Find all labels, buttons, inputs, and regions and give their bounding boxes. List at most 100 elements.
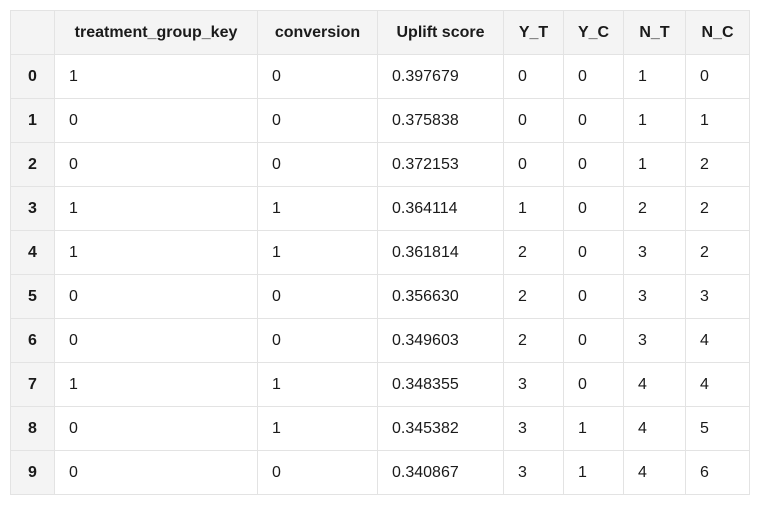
row-index: 8 bbox=[10, 406, 55, 451]
cell-y-t: 1 bbox=[503, 186, 564, 231]
cell-y-t: 3 bbox=[503, 362, 564, 407]
cell-treatment-group-key: 0 bbox=[54, 406, 258, 451]
table-row: 2 0 0 0.372153 0 0 1 2 bbox=[10, 142, 750, 187]
cell-n-t: 2 bbox=[623, 186, 686, 231]
table-row: 6 0 0 0.349603 2 0 3 4 bbox=[10, 318, 750, 363]
cell-y-c: 1 bbox=[563, 450, 624, 495]
cell-y-t: 2 bbox=[503, 318, 564, 363]
table-row: 9 0 0 0.340867 3 1 4 6 bbox=[10, 450, 750, 495]
cell-y-t: 3 bbox=[503, 406, 564, 451]
cell-n-c: 6 bbox=[685, 450, 750, 495]
cell-uplift-score: 0.397679 bbox=[377, 54, 504, 99]
cell-conversion: 0 bbox=[257, 450, 378, 495]
cell-conversion: 0 bbox=[257, 54, 378, 99]
cell-treatment-group-key: 0 bbox=[54, 318, 258, 363]
dataframe-table: treatment_group_key conversion Uplift sc… bbox=[10, 10, 750, 495]
cell-treatment-group-key: 1 bbox=[54, 362, 258, 407]
table-row: 8 0 1 0.345382 3 1 4 5 bbox=[10, 406, 750, 451]
cell-uplift-score: 0.340867 bbox=[377, 450, 504, 495]
row-index: 5 bbox=[10, 274, 55, 319]
table-row: 3 1 1 0.364114 1 0 2 2 bbox=[10, 186, 750, 231]
column-header-uplift-score: Uplift score bbox=[377, 10, 504, 55]
cell-uplift-score: 0.372153 bbox=[377, 142, 504, 187]
cell-y-t: 0 bbox=[503, 98, 564, 143]
column-header-index bbox=[10, 10, 55, 55]
cell-y-t: 0 bbox=[503, 54, 564, 99]
cell-conversion: 0 bbox=[257, 318, 378, 363]
cell-y-t: 0 bbox=[503, 142, 564, 187]
cell-y-c: 0 bbox=[563, 362, 624, 407]
cell-n-t: 4 bbox=[623, 450, 686, 495]
header-row: treatment_group_key conversion Uplift sc… bbox=[10, 10, 750, 55]
row-index: 6 bbox=[10, 318, 55, 363]
cell-n-t: 3 bbox=[623, 230, 686, 275]
column-header-n-c: N_C bbox=[685, 10, 750, 55]
cell-conversion: 1 bbox=[257, 406, 378, 451]
cell-n-c: 2 bbox=[685, 142, 750, 187]
cell-y-t: 2 bbox=[503, 274, 564, 319]
cell-n-c: 0 bbox=[685, 54, 750, 99]
row-index: 2 bbox=[10, 142, 55, 187]
cell-n-t: 3 bbox=[623, 318, 686, 363]
cell-n-c: 4 bbox=[685, 362, 750, 407]
cell-treatment-group-key: 1 bbox=[54, 230, 258, 275]
cell-y-c: 0 bbox=[563, 230, 624, 275]
cell-treatment-group-key: 0 bbox=[54, 274, 258, 319]
cell-uplift-score: 0.361814 bbox=[377, 230, 504, 275]
cell-conversion: 0 bbox=[257, 274, 378, 319]
cell-y-c: 0 bbox=[563, 274, 624, 319]
cell-y-t: 3 bbox=[503, 450, 564, 495]
row-index: 9 bbox=[10, 450, 55, 495]
cell-y-c: 0 bbox=[563, 54, 624, 99]
table-row: 7 1 1 0.348355 3 0 4 4 bbox=[10, 362, 750, 407]
cell-n-t: 4 bbox=[623, 362, 686, 407]
cell-uplift-score: 0.349603 bbox=[377, 318, 504, 363]
cell-y-c: 0 bbox=[563, 318, 624, 363]
cell-n-c: 2 bbox=[685, 230, 750, 275]
cell-y-t: 2 bbox=[503, 230, 564, 275]
table-body: 0 1 0 0.397679 0 0 1 0 1 0 0 0.375838 0 0 1 1 2 0 0 0.37215… bbox=[10, 54, 750, 495]
column-header-y-c: Y_C bbox=[563, 10, 624, 55]
row-index: 1 bbox=[10, 98, 55, 143]
row-index: 7 bbox=[10, 362, 55, 407]
cell-treatment-group-key: 0 bbox=[54, 98, 258, 143]
cell-treatment-group-key: 0 bbox=[54, 450, 258, 495]
cell-n-t: 4 bbox=[623, 406, 686, 451]
cell-y-c: 0 bbox=[563, 186, 624, 231]
cell-y-c: 1 bbox=[563, 406, 624, 451]
cell-treatment-group-key: 1 bbox=[54, 186, 258, 231]
row-index: 0 bbox=[10, 54, 55, 99]
cell-n-c: 2 bbox=[685, 186, 750, 231]
column-header-conversion: conversion bbox=[257, 10, 378, 55]
cell-y-c: 0 bbox=[563, 98, 624, 143]
cell-n-t: 1 bbox=[623, 142, 686, 187]
table-row: 1 0 0 0.375838 0 0 1 1 bbox=[10, 98, 750, 143]
cell-conversion: 1 bbox=[257, 362, 378, 407]
column-header-y-t: Y_T bbox=[503, 10, 564, 55]
cell-treatment-group-key: 0 bbox=[54, 142, 258, 187]
cell-n-t: 1 bbox=[623, 54, 686, 99]
cell-treatment-group-key: 1 bbox=[54, 54, 258, 99]
column-header-n-t: N_T bbox=[623, 10, 686, 55]
cell-n-t: 1 bbox=[623, 98, 686, 143]
cell-uplift-score: 0.345382 bbox=[377, 406, 504, 451]
cell-n-c: 3 bbox=[685, 274, 750, 319]
cell-conversion: 0 bbox=[257, 98, 378, 143]
cell-conversion: 1 bbox=[257, 186, 378, 231]
row-index: 3 bbox=[10, 186, 55, 231]
cell-n-c: 5 bbox=[685, 406, 750, 451]
cell-conversion: 1 bbox=[257, 230, 378, 275]
table-row: 0 1 0 0.397679 0 0 1 0 bbox=[10, 54, 750, 99]
cell-n-t: 3 bbox=[623, 274, 686, 319]
cell-n-c: 1 bbox=[685, 98, 750, 143]
table-row: 5 0 0 0.356630 2 0 3 3 bbox=[10, 274, 750, 319]
dataframe-container: treatment_group_key conversion Uplift sc… bbox=[10, 10, 750, 495]
cell-conversion: 0 bbox=[257, 142, 378, 187]
cell-n-c: 4 bbox=[685, 318, 750, 363]
cell-uplift-score: 0.364114 bbox=[377, 186, 504, 231]
table-row: 4 1 1 0.361814 2 0 3 2 bbox=[10, 230, 750, 275]
cell-uplift-score: 0.348355 bbox=[377, 362, 504, 407]
cell-y-c: 0 bbox=[563, 142, 624, 187]
cell-uplift-score: 0.375838 bbox=[377, 98, 504, 143]
column-header-treatment-group-key: treatment_group_key bbox=[54, 10, 258, 55]
